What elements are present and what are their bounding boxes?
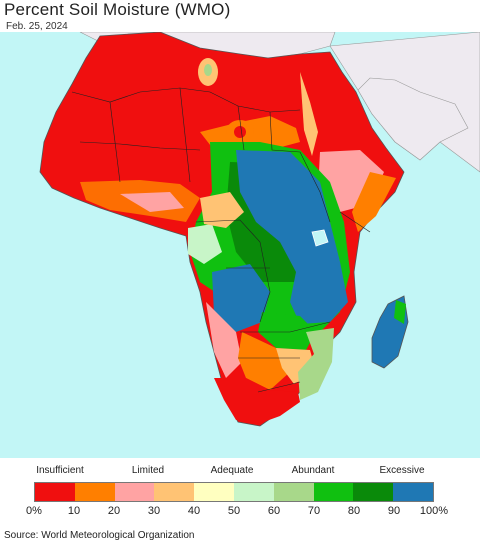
legend-category-abundant: Abundant [291,465,335,476]
legend-tick-label: 80 [347,505,361,517]
south-africa-red [214,378,300,424]
legend-tick-label: 70 [307,505,321,517]
legend-category-insufficient: Insufficient [36,465,84,476]
legend-swatch-3 [154,483,195,501]
legend-swatch-7 [313,483,354,501]
legend-swatch-5 [233,483,274,501]
madagascar-green [394,300,406,324]
legend-swatch-9 [393,483,433,501]
namibia-light [206,302,242,378]
legend-swatch-8 [353,483,394,501]
zambia-green [258,312,316,350]
legend-tick-label: 100% [419,505,449,517]
map-date: Feb. 25, 2024 [6,21,68,32]
legend-swatch-2 [114,483,155,501]
legend-tick-label: 20 [107,505,121,517]
cameroon-orange [200,192,244,228]
congo-blue [236,150,348,324]
botswana-orange [238,332,290,390]
legend-color-bar [34,482,434,502]
legend-category-excessive: Excessive [379,465,425,476]
mozambique-green [298,328,334,400]
angola-blue [212,264,270,332]
legend-swatch-6 [273,483,314,501]
gabon-light [188,224,222,264]
source-credit: Source: World Meteorological Organizatio… [4,530,195,541]
legend-tick-label: 60 [267,505,281,517]
legend-tick-label: 30 [147,505,161,517]
nile-light [300,72,318,156]
arabian-peninsula [357,77,469,161]
legend-tick-label: 90 [387,505,401,517]
legend-tick-label: 40 [187,505,201,517]
legend-category-adequate: Adequate [210,465,254,476]
soil-moisture-map [0,32,480,458]
map-title: Percent Soil Moisture (WMO) [4,0,231,19]
country-borders [71,87,371,393]
chad-highland-core [234,126,246,138]
legend-tick-label: 0% [26,505,42,517]
legend-category-limited: Limited [131,465,165,476]
libya-oasis-core [204,64,212,76]
legend-swatch-1 [74,483,115,501]
somalia-orange [352,172,396,232]
legend-swatch-0 [35,483,75,501]
legend-tick-label: 10 [67,505,81,517]
legend-swatch-4 [194,483,234,501]
legend-tick-label: 50 [227,505,241,517]
lake-victoria [311,229,329,247]
west-africa-light [120,192,184,212]
